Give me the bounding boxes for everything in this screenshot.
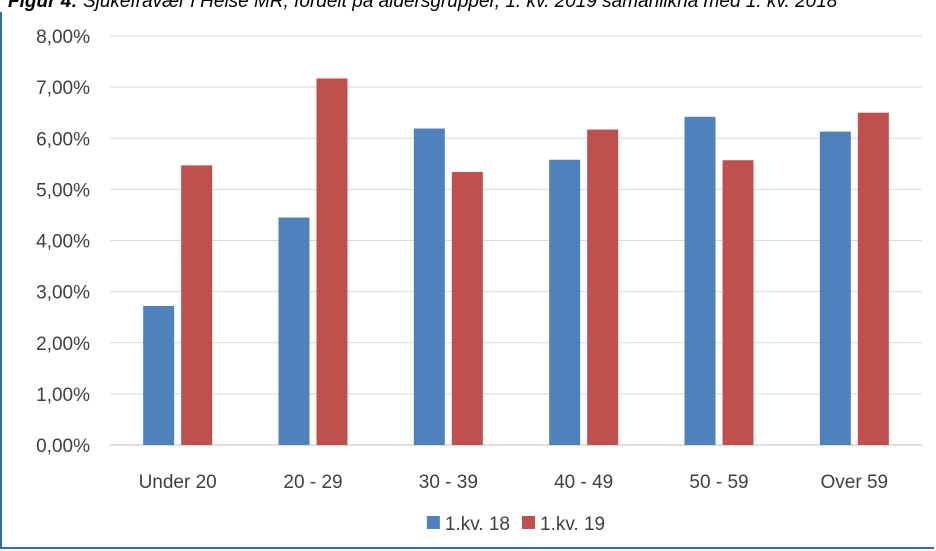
- x-tick-label: 20 - 29: [283, 472, 342, 493]
- bar: [316, 78, 348, 445]
- bar: [181, 165, 213, 445]
- legend-item: 1.kv. 19: [522, 514, 605, 535]
- bar: [819, 131, 851, 445]
- gridlines: [110, 35, 922, 446]
- y-tick-label: 3,00%: [36, 283, 90, 304]
- legend-item: 1.kv. 18: [426, 514, 510, 535]
- legend-swatch: [522, 516, 535, 529]
- y-tick-label: 4,00%: [36, 232, 90, 253]
- legend-label: 1.kv. 19: [540, 514, 605, 535]
- x-tick-label: 30 - 39: [419, 472, 478, 493]
- legend-swatch: [426, 516, 440, 529]
- y-tick-label: 8,00%: [36, 27, 90, 48]
- y-tick-label: 5,00%: [36, 180, 90, 201]
- figure-caption: Figur 4: Sjukefravær i Helse MR, fordelt…: [8, 0, 936, 13]
- bar: [278, 217, 310, 445]
- bar: [143, 305, 175, 445]
- legend-label: 1.kv. 18: [445, 514, 510, 535]
- x-tick-label: 40 - 49: [554, 472, 613, 493]
- bar: [587, 129, 619, 445]
- bar: [722, 160, 754, 445]
- x-axis-ticks: Under 20 20 - 29 30 - 39 40 - 49 50 - 59 Over…: [139, 472, 889, 493]
- legend: 1.kv. 18 1.kv. 19: [426, 514, 605, 535]
- x-tick-label: 50 - 59: [689, 472, 748, 493]
- y-tick-label: 6,00%: [36, 129, 90, 150]
- figure-caption-text: Sjukefravær i Helse MR, fordelt på alder…: [77, 0, 838, 12]
- bar: [451, 171, 483, 445]
- chart-frame: [0, 12, 934, 549]
- y-tick-label: 2,00%: [36, 334, 90, 355]
- x-tick-label: Under 20: [139, 472, 217, 493]
- y-axis-ticks: 0,00% 1,00% 2,00% 3,00% 4,00% 5,00% 6,00% 7,00%…: [36, 27, 90, 457]
- bars: [143, 78, 889, 445]
- bar: [549, 159, 581, 445]
- y-tick-label: 1,00%: [36, 385, 90, 406]
- x-tick-label: Over 59: [821, 472, 889, 493]
- bar: [857, 112, 889, 445]
- y-tick-label: 7,00%: [36, 78, 90, 99]
- figure-caption-lead: Figur 4:: [8, 0, 78, 12]
- bar: [684, 116, 716, 445]
- y-tick-label: 0,00%: [36, 436, 90, 457]
- bar: [413, 128, 445, 445]
